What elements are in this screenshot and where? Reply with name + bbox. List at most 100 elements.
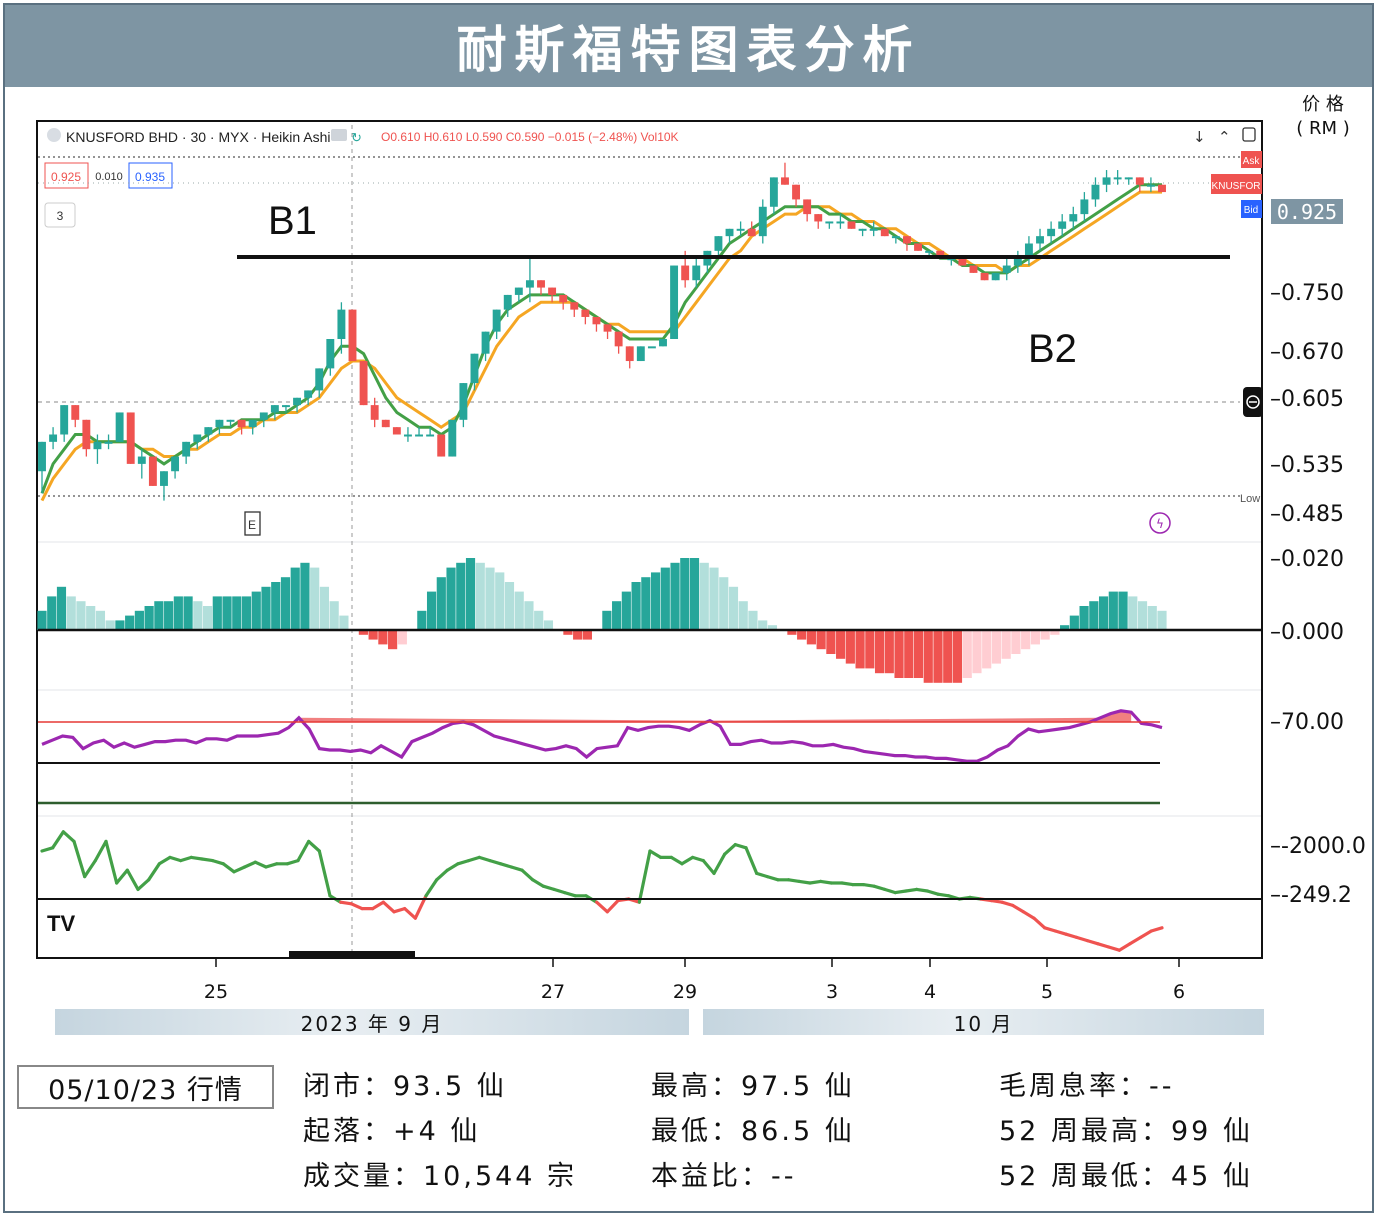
macd-bar — [923, 630, 933, 683]
spread-label: 0.010 — [95, 171, 123, 183]
candle-body — [437, 434, 446, 457]
accum-segment — [1096, 942, 1111, 949]
collapse-icon[interactable]: ⌃ — [1218, 128, 1231, 146]
accum-segment — [595, 900, 609, 914]
accum-segment — [883, 887, 897, 895]
accum-segment — [691, 855, 705, 863]
accum-segment — [648, 849, 663, 860]
accum-segment — [1128, 935, 1143, 946]
macd-bar — [37, 610, 47, 630]
accum-segment — [723, 842, 737, 856]
macd-bar — [962, 630, 972, 678]
candle-body — [980, 272, 989, 281]
accum-segment — [531, 878, 545, 888]
candle-body — [1158, 184, 1166, 193]
candle-body — [958, 258, 967, 266]
macd-bar — [134, 610, 144, 630]
accum-segment — [157, 855, 172, 866]
macd-bar — [709, 567, 719, 630]
accum-segment — [509, 865, 524, 872]
macd-bar — [436, 577, 446, 630]
maximize-icon[interactable] — [1242, 127, 1256, 142]
macd-bar — [271, 582, 281, 630]
candle-body — [548, 287, 557, 295]
macd-bar — [738, 601, 748, 630]
macd-bar — [602, 610, 612, 630]
macd-bar — [290, 567, 300, 630]
minus-circle-icon[interactable] — [1246, 395, 1260, 409]
accum-segment — [72, 839, 87, 879]
macd-bar — [1098, 596, 1109, 630]
accum-segment — [477, 855, 492, 863]
accum-segment — [787, 878, 801, 884]
candle-body — [769, 177, 778, 207]
chart-panel — [36, 120, 1263, 959]
macd-bar — [485, 567, 495, 630]
accum-segment — [915, 887, 929, 893]
macd-bar — [105, 620, 115, 630]
symbol-title[interactable]: KNUSFORD BHD · 30 · MYX · Heikin Ashi — [66, 129, 331, 145]
macd-bar — [884, 630, 894, 674]
candle-body — [503, 294, 512, 310]
accum-segment — [712, 852, 727, 876]
candle-body — [204, 427, 213, 435]
candle-body — [315, 368, 324, 391]
macd-bar — [95, 610, 106, 630]
visibility-icon[interactable] — [331, 129, 347, 141]
macd-bar — [47, 596, 57, 630]
macd-bar — [1157, 610, 1167, 630]
candle-body — [747, 228, 756, 237]
accum-segment — [467, 855, 481, 863]
accum-segment — [264, 862, 279, 869]
macd-bar — [1118, 591, 1128, 630]
buy-price-box[interactable] — [128, 162, 173, 189]
accum-segment — [637, 849, 652, 904]
candle-body — [82, 419, 91, 450]
accum-segment — [115, 868, 129, 885]
candle-body — [226, 419, 235, 422]
candle-body — [681, 265, 690, 281]
macd-bar — [388, 630, 398, 650]
stat-pe: 本益比：-- — [651, 1161, 797, 1192]
indicators-count: 3 — [57, 209, 64, 223]
accum-segment — [541, 884, 556, 892]
indicators-toggle[interactable] — [44, 202, 76, 228]
macd-bar — [1137, 601, 1148, 630]
accum-segment — [552, 887, 567, 895]
candle-body — [1124, 177, 1133, 180]
accum-segment — [1139, 929, 1153, 940]
accum-segment — [1107, 945, 1121, 952]
candle-body — [115, 412, 124, 442]
macd-bar — [797, 630, 807, 640]
accum-segment — [253, 860, 268, 869]
macd-bar — [573, 630, 583, 640]
macd-bar — [310, 567, 320, 630]
accum-segment — [861, 882, 876, 888]
macd-bar — [689, 558, 700, 630]
sell-price-box[interactable] — [44, 162, 89, 189]
macd-bar — [173, 596, 183, 630]
macd-bar — [193, 601, 203, 630]
rsi-line — [41, 709, 1163, 763]
reload-icon[interactable]: ↻ — [351, 130, 362, 145]
axis-unit-line2: ( RM ) — [1296, 118, 1350, 139]
stat-dividend: 毛周息率：-- — [999, 1071, 1175, 1102]
bid-tag: Bid — [1244, 205, 1258, 216]
month-bar-september: 2023 年 9 月 — [55, 1009, 689, 1036]
candle-body — [1047, 228, 1056, 237]
arrow-down-icon[interactable]: ↓ — [1193, 128, 1206, 146]
low-tag: Low — [1240, 493, 1260, 505]
earnings-marker[interactable] — [244, 511, 261, 536]
candle-body — [1058, 221, 1067, 229]
rsi-overbought-fill — [298, 710, 1132, 722]
accum-segment — [1053, 929, 1068, 936]
candle-body — [537, 280, 545, 288]
accum-segment — [1085, 938, 1100, 946]
range-selector[interactable] — [289, 951, 415, 958]
accum-segment — [371, 900, 385, 911]
y-tick-label: –0.605 — [1270, 387, 1344, 412]
flash-icon[interactable] — [1149, 512, 1171, 534]
candle-body — [148, 456, 157, 486]
accum-segment — [701, 858, 716, 876]
